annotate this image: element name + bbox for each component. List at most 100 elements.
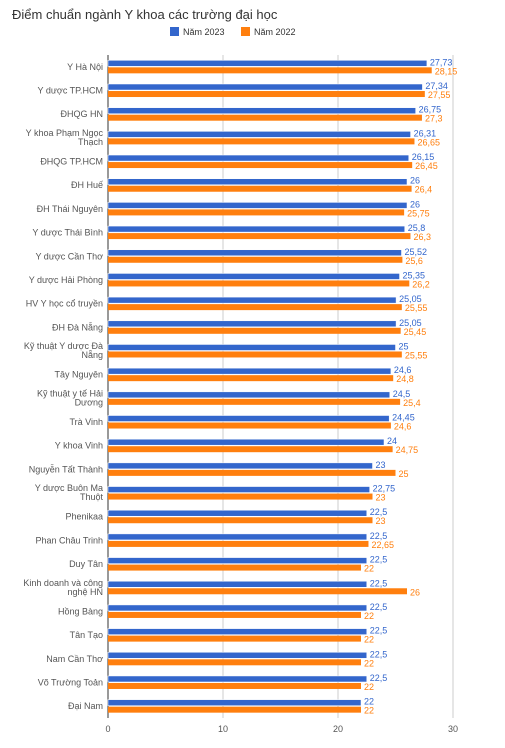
bar-2022 bbox=[108, 91, 425, 98]
bar-2023 bbox=[107, 652, 367, 659]
value-label-2022: 26,2 bbox=[412, 279, 430, 289]
chart-title: Điểm chuẩn ngành Y khoa các trường đại h… bbox=[12, 7, 278, 22]
bar-2023 bbox=[107, 320, 397, 328]
category-label: Phenikaa bbox=[65, 512, 103, 522]
value-label-2023: 22,5 bbox=[370, 507, 388, 517]
bar-2022 bbox=[108, 67, 432, 74]
bar-2023 bbox=[107, 699, 362, 706]
x-axis-ticks: 0 10 20 30 bbox=[105, 724, 458, 734]
value-label-2023: 22,5 bbox=[370, 626, 388, 636]
bar-2022 bbox=[108, 635, 361, 642]
bar-2023 bbox=[107, 604, 367, 612]
category-label-line: Kinh doanh và công bbox=[23, 578, 103, 588]
bar-2023 bbox=[107, 415, 390, 422]
bar-2023 bbox=[107, 367, 392, 375]
bar-2022 bbox=[108, 517, 373, 524]
bars bbox=[107, 60, 432, 713]
value-label-2023: 23 bbox=[376, 460, 386, 470]
x-tick-label: 0 bbox=[105, 724, 110, 734]
category-label: Võ Trường Toản bbox=[38, 677, 103, 687]
category-label-line: Y dược Buôn Ma bbox=[35, 483, 103, 493]
value-label-2023: 24,5 bbox=[393, 389, 411, 399]
bar-2022 bbox=[108, 659, 361, 666]
bar-2022 bbox=[108, 446, 393, 453]
value-label-2022: 22,65 bbox=[371, 540, 394, 550]
bar-2023 bbox=[107, 675, 367, 683]
category-label: Y Hà Nội bbox=[67, 62, 103, 72]
category-label: Đại Nam bbox=[68, 701, 103, 711]
value-label-2023: 24,6 bbox=[394, 365, 412, 375]
value-label-2023: 22,5 bbox=[370, 649, 388, 659]
bar-2022 bbox=[108, 114, 422, 121]
category-label: Y dược TP.HCM bbox=[38, 86, 103, 96]
category-label: HV Y học cổ truyền bbox=[26, 299, 103, 309]
category-label: Y khoa Phạm Ngọc Thạch bbox=[26, 128, 104, 147]
bar-2023 bbox=[107, 438, 385, 446]
bar-2023 bbox=[107, 296, 397, 304]
category-label: Tây Nguyên bbox=[54, 370, 103, 380]
category-label-line: Thạch bbox=[78, 137, 103, 147]
bar-2022 bbox=[108, 138, 415, 145]
bar-2023 bbox=[107, 557, 367, 564]
category-label-line: Kỹ thuật Y dược Đà bbox=[24, 341, 103, 351]
category-label: Y dược Hải Phòng bbox=[29, 275, 103, 285]
value-label-2023: 25,05 bbox=[399, 294, 422, 304]
category-label-line: nghệ HN bbox=[67, 587, 103, 597]
bar-2023 bbox=[107, 391, 390, 399]
value-label-2022: 27,55 bbox=[428, 90, 451, 100]
value-label-2022: 26,65 bbox=[417, 137, 440, 147]
value-label-2022: 25 bbox=[399, 469, 409, 479]
value-label-2023: 26,75 bbox=[419, 105, 442, 115]
value-label-2022: 28,15 bbox=[435, 66, 458, 76]
value-label-2023: 24,45 bbox=[392, 413, 415, 423]
category-label: Trà Vinh bbox=[69, 417, 103, 427]
legend-swatch-2023 bbox=[170, 27, 179, 36]
bar-2022 bbox=[108, 256, 403, 263]
bar-2022 bbox=[108, 375, 394, 382]
category-label: Y dược Cần Thơ bbox=[35, 251, 103, 261]
category-label-line: Kỹ thuật y tế Hải bbox=[37, 388, 103, 398]
bar-2022 bbox=[108, 564, 361, 571]
category-label: ĐHQG HN bbox=[61, 109, 104, 119]
value-label-2023: 22,5 bbox=[370, 578, 388, 588]
bar-2023 bbox=[107, 273, 400, 280]
category-label: Kỹ thuật y tế Hải Dương bbox=[37, 388, 103, 407]
category-label: Hồng Bàng bbox=[58, 606, 103, 616]
value-label-2023: 25 bbox=[399, 341, 409, 351]
value-label-2023: 24 bbox=[387, 436, 397, 446]
bar-2022 bbox=[108, 588, 407, 595]
value-label-2022: 26,4 bbox=[415, 185, 433, 195]
category-label-line: Nẵng bbox=[81, 350, 103, 360]
bar-2023 bbox=[107, 628, 367, 635]
bar-2023 bbox=[107, 533, 367, 541]
category-label: Nguyễn Tất Thành bbox=[29, 464, 103, 474]
value-label-2023: 22,5 bbox=[370, 531, 388, 541]
bar-2022 bbox=[108, 611, 361, 618]
value-label-2022: 22 bbox=[364, 564, 374, 574]
value-label-2023: 25,35 bbox=[403, 270, 426, 280]
value-label-2022: 22 bbox=[364, 658, 374, 668]
category-label-line: Y khoa Phạm Ngọc bbox=[26, 128, 104, 138]
value-label-2022: 25,4 bbox=[403, 398, 421, 408]
bar-2023 bbox=[107, 581, 367, 588]
category-label: ĐH Đà Nẵng bbox=[52, 322, 103, 332]
category-label: Phan Châu Trinh bbox=[35, 535, 103, 545]
category-label-line: Thuột bbox=[80, 492, 104, 502]
value-label-2022: 24,8 bbox=[396, 374, 414, 384]
value-label-2022: 26,3 bbox=[413, 232, 431, 242]
bar-2022 bbox=[108, 469, 396, 476]
value-label-2022: 25,6 bbox=[405, 256, 423, 266]
category-label: Nam Cần Thơ bbox=[46, 654, 103, 664]
bar-2022 bbox=[108, 327, 401, 334]
value-label-2023: 27,34 bbox=[425, 81, 448, 91]
bar-2022 bbox=[108, 304, 402, 311]
category-label: ĐH Thái Nguyên bbox=[37, 204, 103, 214]
bar-2023 bbox=[107, 202, 408, 209]
legend: Năm 2023 Năm 2022 bbox=[170, 27, 296, 37]
bar-2022 bbox=[108, 185, 412, 192]
legend-swatch-2022 bbox=[241, 27, 250, 36]
bar-2023 bbox=[107, 178, 408, 185]
bar-2023 bbox=[107, 462, 373, 470]
